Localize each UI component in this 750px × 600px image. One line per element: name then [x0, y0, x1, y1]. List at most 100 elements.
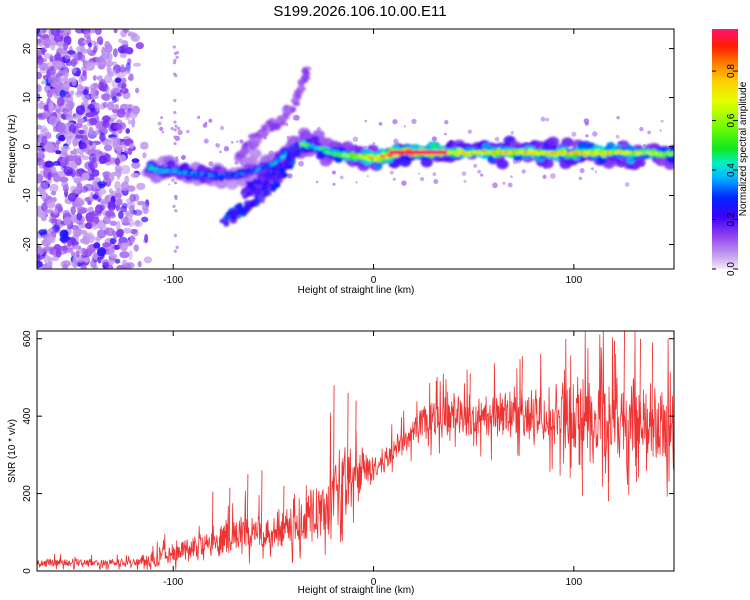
spectrogram-branch-cell [236, 203, 243, 209]
spectrogram-noise-cell [133, 220, 144, 227]
spectrogram-noise-cell [55, 150, 62, 155]
spectrogram-noise-cell [88, 140, 93, 146]
spectrogram-noise-cell [104, 60, 114, 67]
spectrogram-noise-cell [401, 180, 407, 186]
spectrogram-noise-cell [116, 92, 122, 97]
spectrogram-noise-cell [157, 121, 162, 126]
spectrogram-noise-cell [48, 260, 53, 267]
spectrogram-noise-cell [75, 29, 84, 34]
spectrogram-y-ticks: -20 -10 0 10 20 [22, 43, 674, 252]
spectrogram-noise-cell [129, 234, 135, 244]
spectrogram-noise-cell [70, 251, 76, 257]
spectrogram-noise-cell [98, 81, 105, 91]
spectrogram-noise-cell [659, 129, 662, 132]
spectrogram-noise-cell [90, 87, 97, 97]
spectrogram-noise [37, 29, 672, 269]
spectrogram-noise-cell [77, 37, 86, 47]
spectrogram-branch-cell [271, 167, 277, 172]
spectrogram-noise-cell [130, 228, 138, 235]
spectrogram-x-label: Height of straight line (km) [298, 285, 415, 296]
spectrogram-noise-cell [88, 153, 97, 164]
spectrogram-y-tick-label: -20 [22, 237, 33, 252]
spectrogram-ridge-cell [444, 150, 448, 155]
spectrogram-noise-cell [109, 160, 116, 166]
spectrogram-noise-cell [88, 42, 92, 48]
spectrogram-noise-cell [97, 229, 107, 239]
spectrogram-noise-cell [143, 256, 153, 264]
spectrogram-noise-cell [87, 200, 92, 205]
spectrogram-ridge-cell [667, 156, 674, 164]
spectrogram-noise-cell [173, 110, 177, 115]
spectrogram-noise-cell [75, 134, 83, 139]
spectrogram-branch-cell [233, 211, 239, 217]
spectrogram-noise-cell [86, 215, 95, 224]
spectrogram-ridge-cell [342, 156, 349, 162]
spectrogram-noise-cell [101, 259, 110, 266]
spectrogram-noise-cell [133, 244, 139, 251]
spectrogram-noise-cell [56, 97, 65, 107]
spectrogram-x-ticks: -100 0 100 [163, 29, 583, 286]
spectrogram-noise-cell [108, 258, 115, 266]
spectrogram-noise-cell [82, 124, 88, 131]
chart-title: S199.2026.106.10.00.E11 [273, 3, 446, 20]
spectrogram-noise-cell [175, 156, 179, 160]
spectrogram-noise-cell [70, 150, 75, 155]
spectrogram-noise-cell [53, 126, 58, 132]
spectrogram-noise-cell [86, 47, 93, 55]
colorbar-label: Normalized spectral amplitude [738, 81, 749, 216]
spectrogram-noise-cell [42, 29, 48, 33]
spectrogram-noise-cell [93, 216, 100, 224]
spectrogram-noise-cell [76, 212, 83, 221]
spectrogram-noise-cell [126, 201, 136, 210]
spectrogram-noise-cell [118, 210, 124, 220]
spectrogram-branch-cell [260, 189, 265, 196]
spectrogram-noise-cell [63, 216, 72, 226]
spectrogram-noise-cell [431, 136, 437, 142]
snr-x-label: Height of straight line (km) [298, 585, 415, 596]
spectrogram-noise-cell [331, 170, 336, 175]
spectrogram-branch-cell [270, 171, 278, 177]
spectrogram-noise-cell [616, 116, 620, 120]
spectrogram-noise-cell [168, 183, 171, 186]
spectrogram-noise-cell [58, 134, 66, 142]
spectrogram-noise-cell [126, 185, 136, 192]
spectrogram-noise-cell [96, 75, 103, 81]
spectrogram-ridge-cell [481, 142, 491, 151]
spectrogram-noise-cell [73, 244, 80, 250]
spectrogram-noise-cell [615, 134, 620, 139]
spectrogram-noise-cell [110, 171, 119, 177]
spectrogram-branch-cell [257, 178, 262, 186]
spectrogram-noise-cell [594, 170, 598, 173]
spectrogram-noise-cell [174, 74, 178, 78]
spectrogram-noise-cell [48, 39, 53, 45]
spectrogram-noise-cell [71, 67, 77, 74]
spectrogram-noise-cell [93, 41, 99, 52]
spectrogram-noise-cell [58, 77, 65, 83]
spectrogram-noise-cell [49, 183, 59, 193]
spectrogram-noise-cell [171, 178, 175, 182]
spectrogram-noise-cell [175, 55, 179, 60]
spectrogram-noise-cell [378, 122, 383, 126]
spectrogram-noise-cell [643, 144, 646, 147]
spectrogram-noise-cell [45, 61, 53, 68]
spectrogram-noise-cell [130, 172, 140, 178]
spectrogram-noise-cell [120, 205, 128, 213]
spectrogram-noise-cell [64, 156, 69, 165]
spectrogram-ridge-cell [412, 150, 415, 155]
spectrogram-noise-cell [37, 71, 42, 80]
spectrogram-noise-cell [540, 116, 546, 122]
spectrogram-x-tick-label: 0 [371, 275, 377, 286]
spectrogram-noise-cell [39, 142, 45, 149]
spectrogram-noise-cell [172, 61, 177, 65]
spectrogram-noise-cell [132, 209, 143, 216]
spectrogram-noise-cell [590, 167, 595, 171]
spectrogram-noise-cell [67, 100, 75, 109]
spectrogram-noise-cell [115, 220, 121, 231]
snr-peak [282, 485, 285, 530]
spectrogram-noise-cell [114, 164, 123, 173]
spectrogram-noise-cell [549, 173, 556, 179]
spectrogram-noise-cell [40, 80, 47, 85]
spectrogram-noise-cell [542, 174, 547, 179]
spectrogram-noise-cell [363, 145, 367, 149]
spectrogram-noise-cell [77, 206, 87, 215]
